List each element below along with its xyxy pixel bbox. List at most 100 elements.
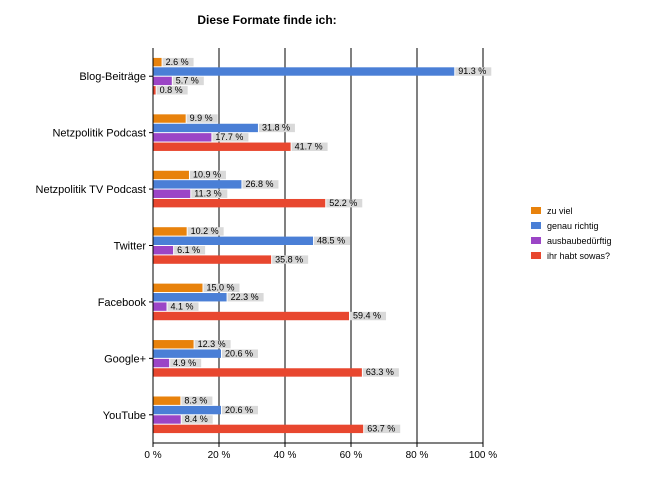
data-label: 4.9 % bbox=[173, 358, 196, 368]
bar bbox=[153, 302, 167, 311]
bar bbox=[153, 133, 212, 142]
legend-swatch bbox=[531, 237, 541, 244]
data-label-bg bbox=[350, 311, 387, 321]
bar bbox=[153, 57, 162, 67]
data-label: 10.9 % bbox=[193, 170, 221, 180]
data-label: 10.2 % bbox=[191, 226, 219, 236]
data-label-bg bbox=[362, 368, 399, 377]
data-label: 48.5 % bbox=[317, 236, 345, 246]
bar bbox=[153, 67, 455, 76]
legend-swatch bbox=[531, 222, 541, 229]
grid bbox=[218, 48, 484, 443]
bar bbox=[153, 142, 291, 151]
data-label: 2.6 % bbox=[166, 57, 189, 67]
data-label: 63.7 % bbox=[367, 424, 395, 434]
data-label: 12.3 % bbox=[198, 339, 226, 349]
data-label: 15.0 % bbox=[207, 283, 235, 293]
data-label: 0.8 % bbox=[160, 85, 183, 95]
data-label: 9.9 % bbox=[190, 113, 213, 123]
data-label-bg bbox=[227, 293, 264, 302]
data-label-bg bbox=[187, 227, 224, 236]
data-label: 4.1 % bbox=[171, 301, 194, 311]
bar bbox=[153, 123, 258, 133]
bar bbox=[153, 396, 181, 405]
bar bbox=[153, 255, 272, 264]
legend: zu viel genau richtig ausbaubedürftig ihr h… bbox=[531, 206, 612, 261]
bar bbox=[153, 227, 187, 236]
bar bbox=[153, 86, 156, 95]
data-label-bg bbox=[181, 415, 213, 424]
x-tick-label: 100 % bbox=[469, 450, 497, 461]
category-label: Blog-Beiträge bbox=[79, 71, 146, 83]
legend-label: genau richtig bbox=[547, 221, 599, 231]
data-label-bg bbox=[189, 170, 226, 180]
data-label: 17.7 % bbox=[215, 132, 243, 142]
data-label-bg bbox=[221, 349, 258, 358]
category-label: Twitter bbox=[114, 241, 147, 253]
data-label: 31.8 % bbox=[262, 123, 290, 133]
data-label-bg bbox=[172, 76, 204, 86]
bar bbox=[153, 198, 326, 208]
data-label-bg bbox=[191, 189, 228, 198]
data-label: 91.3 % bbox=[458, 66, 486, 76]
bar bbox=[153, 340, 194, 349]
data-label: 35.8 % bbox=[275, 254, 303, 264]
chart-title: Diese Formate finde ich: bbox=[197, 13, 336, 27]
x-tick-label: 20 % bbox=[208, 450, 231, 461]
bar bbox=[153, 415, 181, 424]
data-label: 22.3 % bbox=[231, 292, 259, 302]
data-label: 8.4 % bbox=[185, 414, 208, 424]
data-label: 20.6 % bbox=[225, 348, 253, 358]
x-tick-label: 60 % bbox=[340, 450, 363, 461]
category-label: Netzpolitik Podcast bbox=[52, 128, 146, 140]
x-tick-label: 40 % bbox=[274, 450, 297, 461]
data-label-bg bbox=[221, 405, 258, 415]
data-label: 41.7 % bbox=[295, 141, 323, 151]
legend-label: zu viel bbox=[547, 206, 573, 216]
bar bbox=[153, 358, 170, 368]
data-label-bg bbox=[326, 198, 363, 208]
bar bbox=[153, 236, 314, 245]
x-tick-label: 80 % bbox=[406, 450, 429, 461]
data-label: 8.3 % bbox=[184, 395, 207, 405]
bar bbox=[153, 283, 203, 293]
data-label-bg bbox=[258, 123, 295, 133]
data-label: 26.8 % bbox=[245, 179, 273, 189]
bar bbox=[153, 368, 362, 377]
bar bbox=[153, 189, 191, 198]
data-label-bg bbox=[203, 283, 240, 293]
data-label: 5.7 % bbox=[176, 76, 199, 86]
bar bbox=[153, 246, 174, 255]
data-label: 11.3 % bbox=[194, 188, 221, 198]
data-label: 20.6 % bbox=[225, 405, 253, 415]
data-label: 6.1 % bbox=[177, 245, 200, 255]
data-label-bg bbox=[272, 255, 309, 264]
category-label: YouTube bbox=[103, 410, 146, 422]
bar bbox=[153, 349, 221, 358]
bar bbox=[153, 293, 227, 302]
bar bbox=[153, 405, 221, 415]
bar bbox=[153, 424, 364, 434]
data-label-bg bbox=[314, 236, 351, 245]
data-label-bg bbox=[291, 142, 328, 151]
category-label: Facebook bbox=[98, 297, 147, 309]
data-label-bg bbox=[364, 424, 401, 434]
legend-label: ihr habt sowas? bbox=[547, 251, 610, 261]
data-label-bg bbox=[174, 246, 206, 255]
category-label: Netzpolitik TV Podcast bbox=[36, 184, 146, 196]
data-label-bg bbox=[170, 358, 202, 368]
bar bbox=[153, 76, 172, 86]
data-label-bg bbox=[194, 340, 231, 349]
data-label-bg bbox=[455, 67, 492, 76]
legend-label: ausbaubedürftig bbox=[547, 236, 612, 246]
bar bbox=[153, 170, 189, 180]
data-label-bg bbox=[162, 57, 194, 67]
data-label: 52.2 % bbox=[329, 198, 357, 208]
data-label-bg bbox=[181, 396, 213, 405]
category-label: Google+ bbox=[104, 353, 146, 365]
data-label-bg bbox=[212, 133, 249, 142]
bars: 2.6 % 91.3 % 5.7 %0.8 % 9.9 % 31.8 % 17.7 % 41… bbox=[153, 57, 492, 434]
bar bbox=[153, 311, 350, 321]
